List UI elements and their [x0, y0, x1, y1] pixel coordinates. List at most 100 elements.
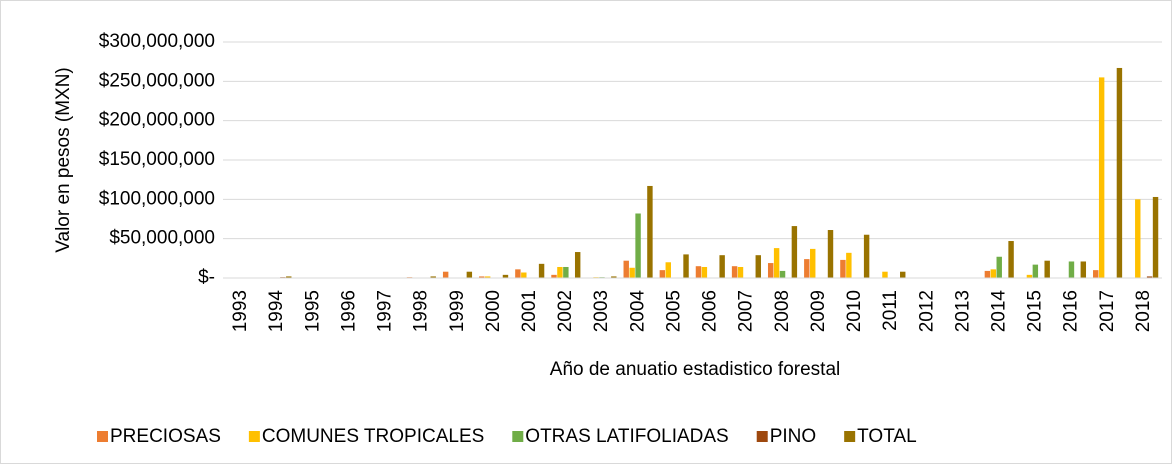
- bar: [773, 248, 780, 278]
- bar: [1008, 241, 1014, 278]
- bar: [442, 271, 449, 278]
- legend-label: OTRAS LATIFOLIADAS: [525, 426, 728, 447]
- bar: [810, 248, 816, 278]
- bar: [1135, 199, 1141, 278]
- bar: [647, 185, 653, 278]
- bar: [1152, 196, 1159, 278]
- x-tick-label: 2003: [591, 290, 612, 332]
- bar: [623, 260, 629, 278]
- y-tick-label: $-: [198, 267, 215, 288]
- x-tick-label: 2006: [700, 290, 721, 332]
- x-tick-label: 2000: [483, 290, 504, 332]
- bar: [863, 234, 870, 278]
- bar: [1080, 261, 1087, 278]
- x-axis-title: Año de anuatio estadistico forestal: [550, 359, 840, 380]
- bar: [551, 274, 557, 278]
- bar: [846, 252, 852, 278]
- x-tick-label: 2017: [1097, 290, 1118, 332]
- legend-marker: [248, 431, 260, 442]
- bar: [990, 269, 997, 278]
- bar: [286, 276, 292, 278]
- y-axis-title: Valor en pesos (MXN): [53, 67, 74, 253]
- bar: [719, 255, 725, 278]
- bar: [755, 255, 761, 278]
- x-tick-label: 1997: [375, 290, 396, 332]
- bar: [804, 259, 810, 278]
- bar: [430, 276, 436, 278]
- bar: [1146, 276, 1153, 278]
- x-tick-label: 2016: [1061, 290, 1082, 332]
- bar: [635, 213, 641, 278]
- bar: [563, 266, 569, 278]
- y-tick-label: $150,000,000: [99, 149, 215, 170]
- bar: [900, 271, 906, 278]
- bar: [611, 276, 617, 278]
- y-tick-label: $250,000,000: [99, 70, 215, 91]
- bar: [1093, 270, 1099, 278]
- bar: [479, 276, 485, 278]
- x-tick-label: 1998: [411, 290, 432, 332]
- legend-label: TOTAL: [857, 426, 916, 447]
- bar: [502, 274, 509, 278]
- x-tick-label: 1999: [447, 290, 468, 332]
- bar: [466, 271, 473, 278]
- x-tick-label: 2010: [844, 290, 865, 332]
- bar: [484, 276, 491, 278]
- y-tick-label: $200,000,000: [99, 110, 215, 131]
- x-tick-label: 2009: [808, 290, 829, 332]
- legend-marker: [512, 431, 524, 442]
- bar: [1098, 77, 1105, 279]
- x-tick-label: 2004: [627, 290, 648, 333]
- bar: [521, 272, 527, 278]
- bar: [767, 263, 774, 278]
- legend-label: PRECIOSAS: [110, 426, 221, 447]
- bar: [1116, 67, 1123, 279]
- x-tick-label: 2014: [988, 290, 1009, 333]
- bar: [737, 266, 744, 278]
- bar: [629, 267, 635, 278]
- legend-marker: [844, 431, 856, 442]
- x-tick-label: 2002: [555, 290, 576, 332]
- bar: [538, 263, 545, 278]
- bar: [882, 271, 888, 278]
- bar: [984, 270, 991, 278]
- bar: [695, 266, 702, 278]
- bar: [1044, 260, 1050, 278]
- bar: [665, 262, 671, 278]
- x-tick-label: 1993: [230, 290, 251, 332]
- bar: [659, 270, 666, 278]
- bar: [779, 270, 786, 278]
- bar: [515, 269, 521, 278]
- bar: [996, 256, 1002, 278]
- legend-marker: [756, 431, 768, 442]
- bar: [827, 230, 834, 278]
- x-tick-label: 2013: [952, 290, 973, 332]
- bar: [840, 259, 846, 278]
- y-tick-label: $300,000,000: [99, 31, 215, 52]
- x-tick-label: 2015: [1025, 290, 1046, 332]
- bar: [1032, 264, 1039, 278]
- legend-label: PINO: [770, 426, 816, 447]
- bar: [1026, 274, 1033, 278]
- x-tick-label: 1996: [338, 290, 359, 332]
- x-tick-label: 1995: [302, 290, 323, 332]
- legend-marker: [97, 431, 108, 442]
- x-tick-label: 2008: [772, 290, 793, 332]
- x-tick-label: 1994: [266, 290, 287, 333]
- x-tick-label: 2012: [916, 290, 937, 332]
- bar: [683, 254, 689, 278]
- bar: [701, 266, 708, 278]
- y-tick-label: $100,000,000: [99, 188, 215, 209]
- x-tick-label: 2001: [519, 290, 540, 332]
- legend-label: COMUNES TROPICALES: [262, 426, 484, 447]
- x-tick-label: 2007: [736, 290, 757, 332]
- bar: [731, 266, 738, 278]
- y-tick-label: $50,000,000: [109, 228, 215, 249]
- bar: [1068, 261, 1075, 278]
- bar: [557, 266, 563, 278]
- bar: [791, 226, 798, 278]
- bar: [574, 252, 581, 278]
- x-tick-label: 2005: [663, 290, 684, 332]
